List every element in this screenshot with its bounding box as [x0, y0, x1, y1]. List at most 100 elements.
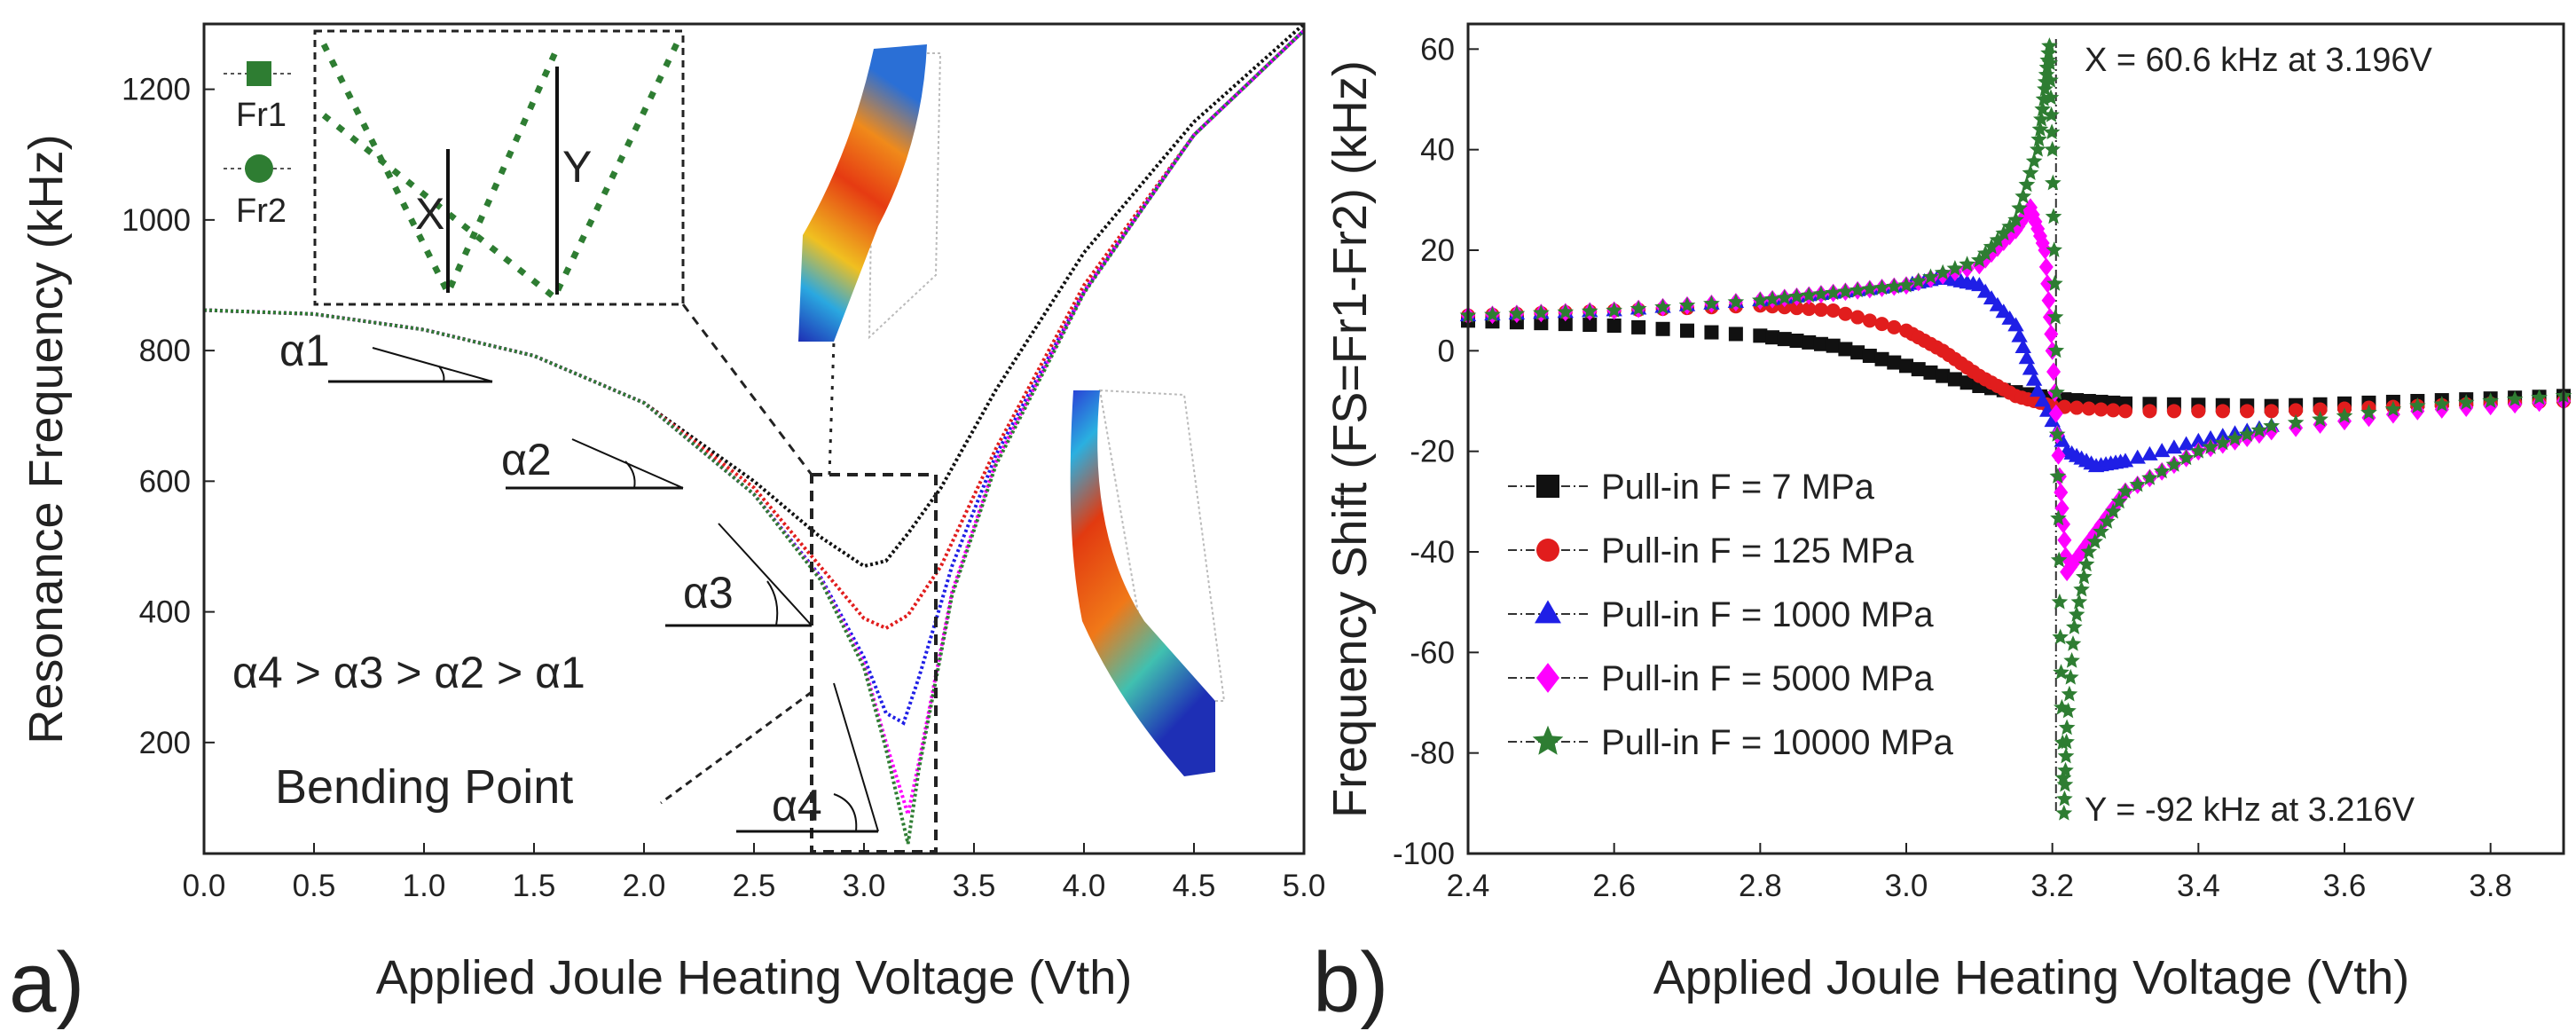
panel-b-point-pull-in-f-125-mpa [2118, 404, 2132, 419]
panel-b-point-pull-in-f-7-mpa [1862, 349, 1877, 363]
panel-b-x-tick-label: 3.6 [2323, 869, 2367, 903]
panel-b-point-pull-in-f-10000-mpa [2025, 153, 2043, 169]
panel-b-point-pull-in-f-10000-mpa [1533, 304, 1550, 320]
panel-b-point-pull-in-f-10000-mpa [2046, 241, 2062, 257]
panel-b-point-pull-in-f-10000-mpa [2227, 429, 2243, 446]
panel-b-point-pull-in-f-10000-mpa [2153, 462, 2171, 479]
panel-b-point-pull-in-f-10000-mpa [2029, 140, 2046, 157]
panel-b-x-tick-label: 3.2 [2030, 869, 2074, 903]
panel-b-point-pull-in-f-7-mpa [1802, 334, 1817, 350]
panel-b-point-pull-in-f-10000-mpa [2384, 400, 2402, 417]
panel-b-point-pull-in-f-10000-mpa [1630, 300, 1647, 316]
panel-b-point-pull-in-f-10000-mpa [1976, 245, 1994, 261]
panel-b-point-pull-in-f-5000-mpa [2035, 233, 2050, 253]
panel-b-point-pull-in-f-10000-mpa [2055, 804, 2073, 821]
panel-b-x-tick-label: 2.8 [1739, 869, 1782, 903]
panel-a-x-tick-label: 0.5 [293, 869, 336, 903]
panel-b-point-pull-in-f-7-mpa [1923, 365, 1938, 380]
panel-a-y-tick-label: 200 [139, 726, 191, 760]
panel-b-point-pull-in-f-10000-mpa [2053, 664, 2069, 680]
panel-b-point-pull-in-f-10000-mpa [2042, 89, 2060, 106]
legend-label: Pull-in F = 7 MPa [1601, 468, 1875, 507]
panel-b-point-pull-in-f-7-mpa [1959, 375, 1975, 390]
panel-b-point-pull-in-f-10000-mpa [2057, 761, 2074, 778]
inset-x-label: X [415, 189, 444, 239]
panel-b-point-pull-in-f-125-mpa [1874, 317, 1889, 332]
panel-b-point-pull-in-f-7-mpa [1813, 336, 1828, 351]
panel-a-y-tick-label: 1000 [122, 203, 191, 238]
panel-b-point-pull-in-f-125-mpa [1802, 302, 1817, 317]
panel-b-point-pull-in-f-10000-mpa [2031, 121, 2049, 137]
panel-b-x-tick-label: 2.4 [1447, 869, 1490, 903]
legend-marker-square [1536, 475, 1559, 498]
panel-b-point-pull-in-f-10000-mpa [1995, 224, 2013, 240]
panel-b-point-pull-in-f-10000-mpa [2045, 208, 2062, 224]
panel-b-point-pull-in-f-10000-mpa [2060, 702, 2077, 719]
panel-b-point-pull-in-f-10000-mpa [2052, 628, 2069, 645]
panel-b-point-pull-in-f-10000-mpa [2263, 417, 2280, 434]
panel-b-point-pull-in-f-5000-mpa [1984, 244, 1999, 264]
panel-b-point-pull-in-f-10000-mpa [2049, 468, 2067, 484]
panel-b-point-pull-in-f-10000-mpa [1581, 303, 1598, 319]
panel-b-point-pull-in-f-10000-mpa [1825, 284, 1842, 301]
panel-a-label: a) [9, 935, 84, 1030]
panel-b-label: b) [1313, 935, 1388, 1030]
panel-b-point-pull-in-f-10000-mpa [2099, 513, 2116, 529]
panel-b-point-pull-in-f-5000-mpa [2040, 274, 2055, 294]
alpha4-tangent [833, 682, 879, 832]
panel-b-point-pull-in-f-10000-mpa [2041, 54, 2059, 71]
panel-b-point-pull-in-f-7-mpa [1753, 328, 1768, 343]
panel-a-x-tick-label: 3.0 [843, 869, 886, 903]
panel-b-point-pull-in-f-10000-mpa [2287, 413, 2305, 430]
panel-b-point-pull-in-f-10000-mpa [2506, 390, 2524, 406]
beam-leader [828, 341, 836, 476]
panel-b-point-pull-in-f-10000-mpa [1971, 251, 1988, 268]
alpha1-tangent [372, 347, 493, 382]
panel-b-point-pull-in-f-10000-mpa [2047, 342, 2065, 358]
bending-point-label: Bending Point [275, 760, 573, 814]
panel-b-point-pull-in-f-10000-mpa [2018, 176, 2036, 193]
panel-b-point-pull-in-f-10000-mpa [2105, 502, 2122, 519]
panel-b-point-pull-in-f-5000-mpa [1972, 256, 1987, 275]
panel-b-point-pull-in-f-7-mpa [1680, 323, 1694, 338]
panel-b-point-pull-in-f-10000-mpa [1897, 276, 1915, 293]
panel-b-point-pull-in-f-10000-mpa [1678, 296, 1696, 313]
panel-b-point-pull-in-f-10000-mpa [2409, 397, 2426, 413]
panel-b-point-pull-in-f-1000-mpa [2202, 429, 2219, 445]
panel-b-point-pull-in-f-5000-mpa [2251, 425, 2266, 445]
panel-b-point-pull-in-f-7-mpa [1704, 325, 1719, 340]
panel-a-chart: 0.0 0.5 1.0 1.5 2.0 2.5 3.0 3.5 4.0 4.5 5.0 200 400… [9, 22, 1325, 1030]
panel-a-x-axis-label: Applied Joule Heating Voltage (Vth) [376, 951, 1133, 1004]
panel-b-point-pull-in-f-7-mpa [1765, 330, 1780, 345]
panel-b-point-pull-in-f-10000-mpa [1922, 268, 1939, 285]
panel-b-point-pull-in-f-10000-mpa [1800, 287, 1818, 303]
legend-label: Pull-in F = 10000 MPa [1601, 723, 1954, 762]
panel-a-x-axis: 0.0 0.5 1.0 1.5 2.0 2.5 3.0 3.5 4.0 4.5 5.0 [183, 843, 1325, 903]
panel-b-point-pull-in-f-7-mpa [1777, 332, 1792, 347]
panel-b-point-pull-in-f-10000-mpa [2080, 543, 2098, 559]
beam-mode2-body [1070, 390, 1215, 776]
panel-b-point-pull-in-f-7-mpa [1947, 372, 1962, 387]
panel-b-point-pull-in-f-5000-mpa [2051, 445, 2066, 465]
bending-point-zoom-box [810, 473, 938, 854]
panel-b-y-tick-label: -20 [1410, 435, 1455, 469]
legend-fr2-marker [245, 154, 273, 183]
panel-b-point-pull-in-f-10000-mpa [2050, 551, 2068, 568]
panel-b-point-pull-in-f-10000-mpa [1861, 280, 1879, 296]
panel-b-point-pull-in-f-1000-mpa [2117, 453, 2134, 468]
panel-a-y-tick-label: 800 [139, 334, 191, 368]
panel-b-point-pull-in-f-10000-mpa [1654, 298, 1671, 315]
panel-b-point-pull-in-f-10000-mpa [2058, 719, 2076, 736]
panel-b-point-pull-in-f-1000-mpa [2165, 439, 2183, 454]
panel-b-point-pull-in-f-125-mpa [2069, 400, 2085, 415]
panel-b-point-pull-in-f-10000-mpa [2056, 790, 2073, 807]
legend-fr2-label: Fr2 [236, 193, 287, 230]
panel-b-legend: Pull-in F = 7 MPa Pull-in F = 125 MPa Pull… [1508, 468, 1954, 762]
panel-b-point-pull-in-f-10000-mpa [2022, 164, 2039, 180]
panel-a-x-tick-label: 0.0 [183, 869, 226, 903]
panel-b-point-pull-in-f-10000-mpa [2048, 383, 2065, 400]
panel-b-point-pull-in-f-10000-mpa [2068, 606, 2085, 622]
panel-b-point-pull-in-f-10000-mpa [2043, 123, 2061, 140]
panel-b-point-pull-in-f-10000-mpa [2165, 456, 2183, 472]
